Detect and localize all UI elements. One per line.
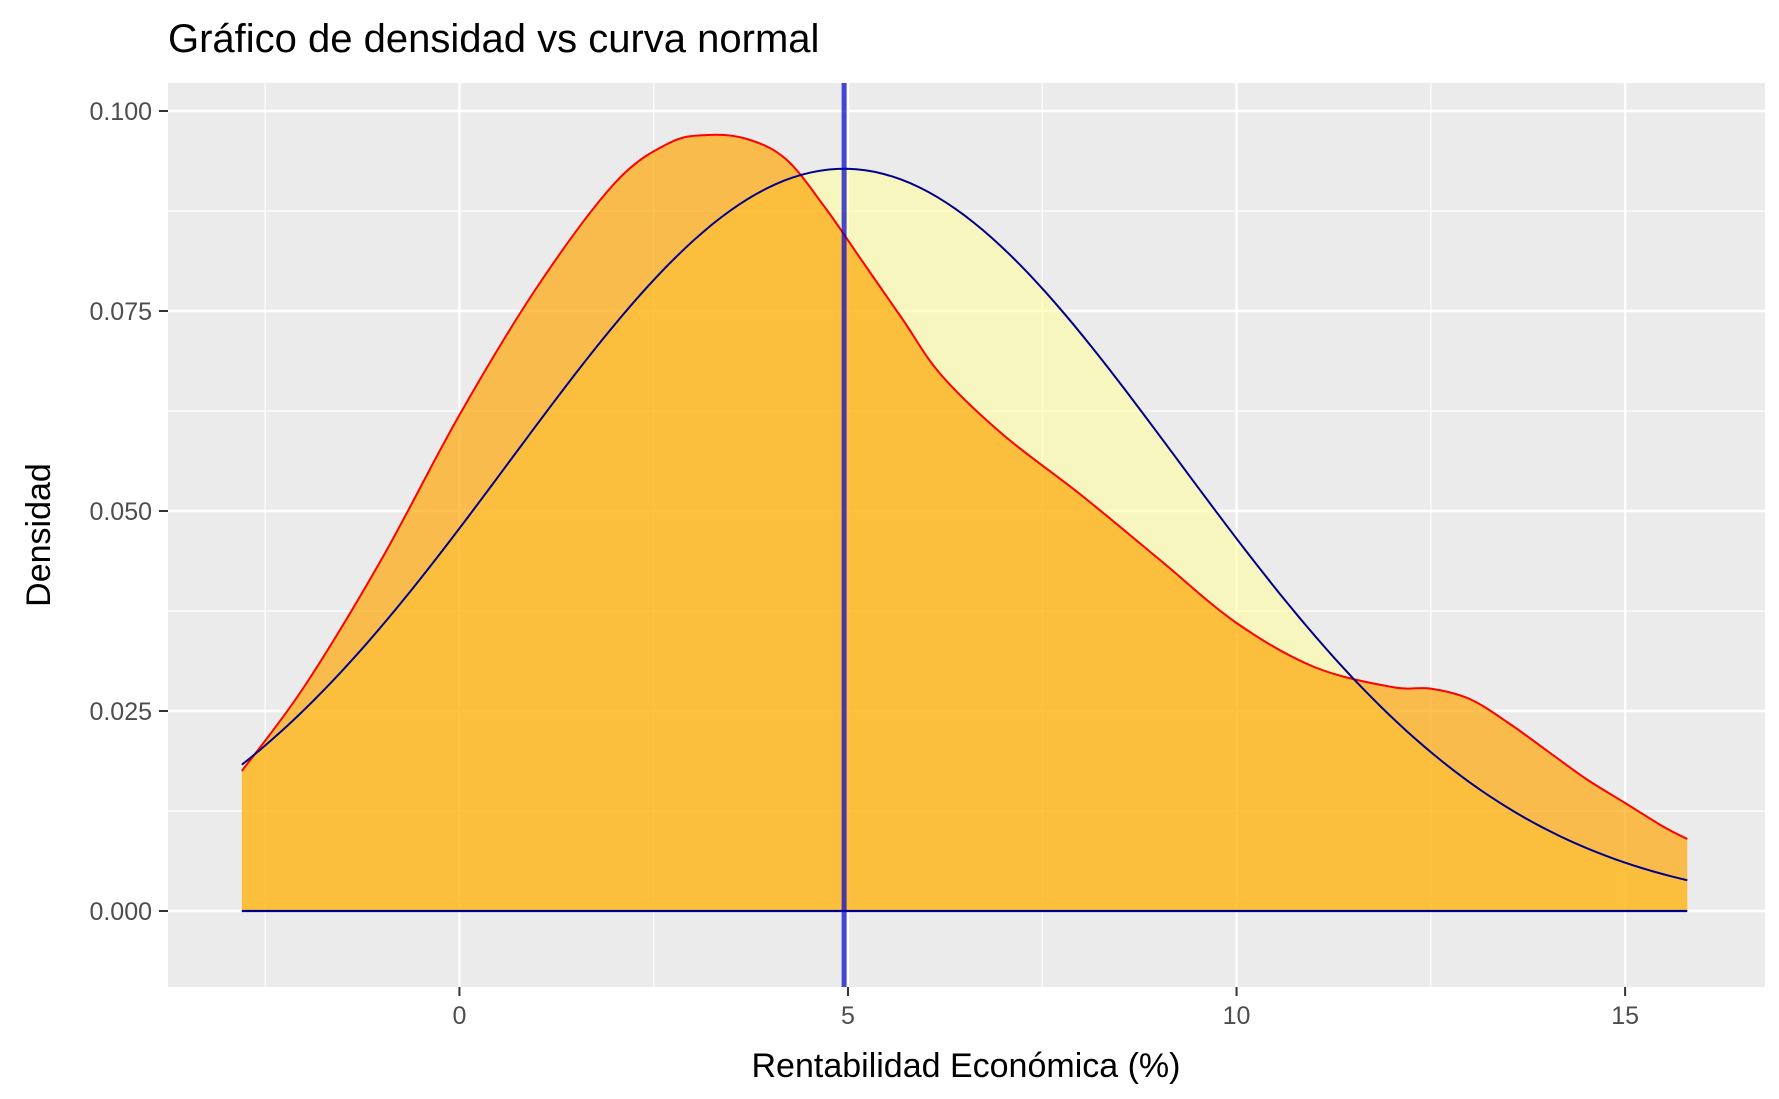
x-tick-label: 0 — [452, 1002, 466, 1030]
x-tick-label: 5 — [841, 1002, 855, 1030]
y-tick-label: 0.100 — [89, 98, 152, 126]
x-tick-label: 15 — [1611, 1002, 1639, 1030]
normal-curve-line — [241, 167, 1688, 882]
density-line — [241, 133, 1688, 840]
y-axis-ticks: 0.000 0.025 0.050 0.075 0.100 — [89, 98, 168, 926]
y-tick-label: 0.025 — [89, 698, 152, 726]
chart-title: Gráfico de densidad vs curva normal — [168, 17, 819, 61]
x-tick-label: 10 — [1223, 1002, 1251, 1030]
y-tick-label: 0.000 — [89, 898, 152, 926]
x-axis-ticks: 0 5 10 15 — [452, 987, 1639, 1030]
density-area — [241, 134, 1688, 912]
y-axis-title: Densidad — [20, 463, 58, 607]
y-tick-label: 0.075 — [89, 298, 152, 326]
x-axis-title: Rentabilidad Económica (%) — [752, 1047, 1181, 1085]
y-tick-label: 0.050 — [89, 498, 152, 526]
